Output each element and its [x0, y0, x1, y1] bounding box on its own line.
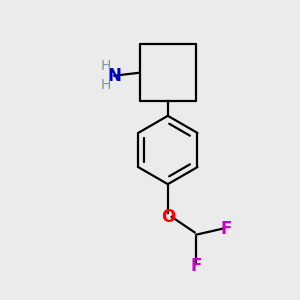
Text: H: H — [100, 59, 111, 73]
Text: O: O — [161, 208, 175, 226]
Text: H: H — [100, 78, 111, 92]
Text: F: F — [190, 257, 202, 275]
Text: N: N — [107, 67, 121, 85]
Text: F: F — [220, 220, 232, 238]
